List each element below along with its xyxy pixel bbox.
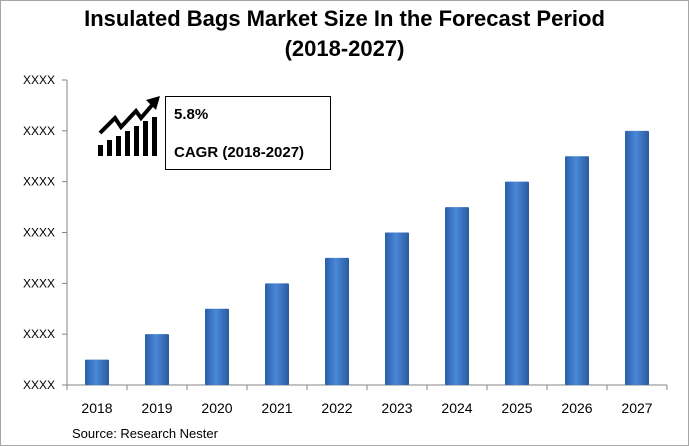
x-tick-label: 2024 xyxy=(441,400,472,416)
bar-2026 xyxy=(565,156,589,385)
x-tick-label: 2027 xyxy=(621,400,652,416)
x-tick-label: 2025 xyxy=(501,400,532,416)
chart-title: Insulated Bags Market Size In the Foreca… xyxy=(0,4,689,64)
x-tick-label: 2020 xyxy=(201,400,232,416)
cagr-label: CAGR (2018-2027) xyxy=(174,144,305,161)
source-note: Source: Research Nester xyxy=(72,426,218,441)
x-tick-label: 2023 xyxy=(381,400,412,416)
bar-2022 xyxy=(325,257,349,385)
bar-2020 xyxy=(205,308,229,385)
title-line-2: (2018-2027) xyxy=(284,36,405,61)
y-tick-label: XXXX xyxy=(23,276,55,290)
bar-2023 xyxy=(385,232,409,385)
y-tick-label: XXXX xyxy=(23,226,55,240)
bar-2021 xyxy=(265,283,289,385)
y-tick-label: XXXX xyxy=(23,73,55,87)
bar-2027 xyxy=(625,130,649,385)
bar-2018 xyxy=(85,359,109,385)
title-line-1: Insulated Bags Market Size In the Foreca… xyxy=(84,6,605,31)
y-tick-label: XXXX xyxy=(23,378,55,392)
bar-2019 xyxy=(145,334,169,385)
x-tick-label: 2026 xyxy=(561,400,592,416)
x-tick-label: 2021 xyxy=(261,400,292,416)
bar-2024 xyxy=(445,207,469,385)
bar-2025 xyxy=(505,181,529,385)
cagr-callout: 5.8% CAGR (2018-2027) xyxy=(165,96,331,170)
cagr-value: 5.8% xyxy=(174,106,209,123)
x-tick-label: 2022 xyxy=(321,400,352,416)
x-tick-label: 2019 xyxy=(141,400,172,416)
y-tick-label: XXXX xyxy=(23,327,55,341)
y-tick-label: XXXX xyxy=(23,124,55,138)
x-tick-label: 2018 xyxy=(81,400,112,416)
y-tick-label: XXXX xyxy=(23,175,55,189)
